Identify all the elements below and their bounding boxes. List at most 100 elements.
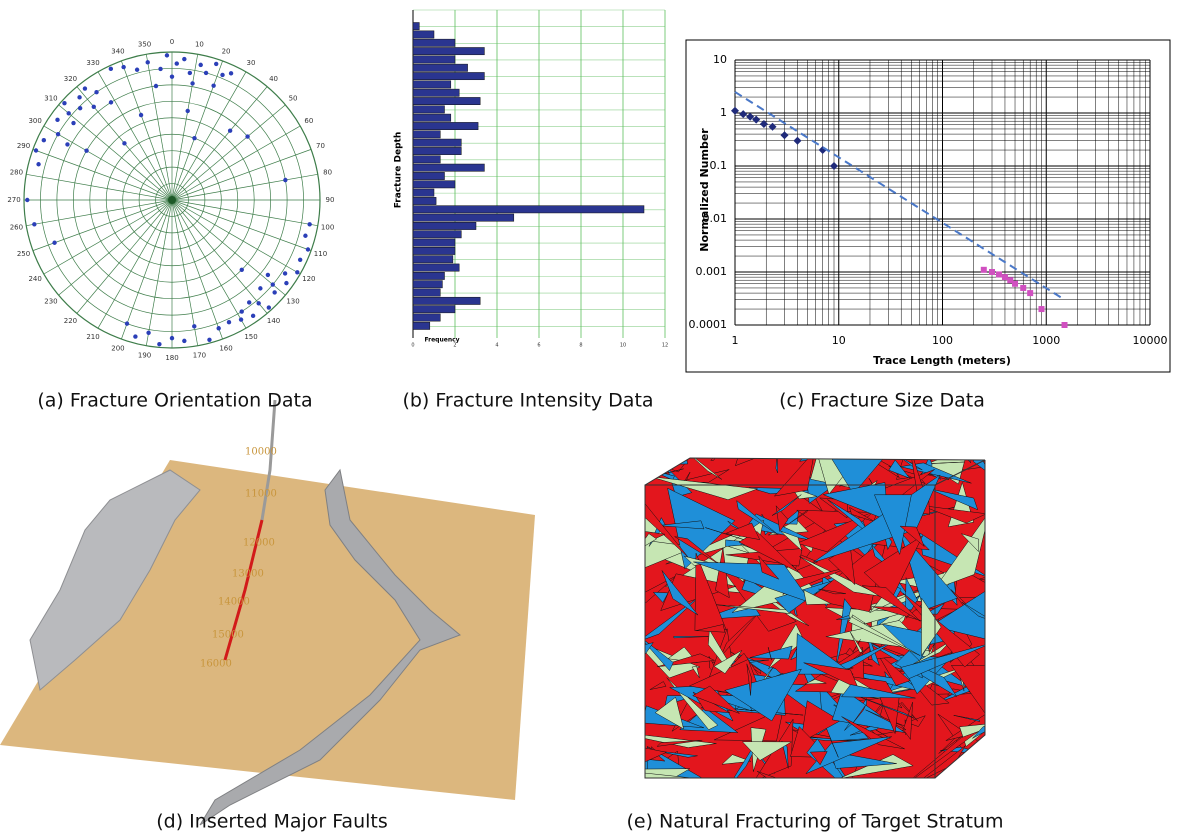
panel-frame: [686, 40, 1170, 372]
pole-point: [199, 63, 203, 67]
bar: [413, 231, 461, 238]
bar: [413, 72, 484, 79]
bar: [413, 314, 440, 321]
pole-point: [170, 74, 174, 78]
pole-point: [182, 339, 186, 343]
fracture: [958, 765, 985, 776]
fracture: [652, 437, 692, 457]
angle-label: 350: [138, 40, 151, 48]
bar: [413, 297, 480, 304]
caption: (b) Fracture Intensity Data: [402, 390, 653, 412]
bar: [413, 64, 468, 71]
bar: [413, 89, 459, 96]
pole-point: [283, 178, 287, 182]
pole-point: [192, 324, 196, 328]
x-tick-label: 10: [620, 343, 626, 349]
fracture: [948, 436, 971, 463]
bar: [413, 272, 445, 279]
point: [830, 162, 838, 170]
bar: [413, 147, 461, 154]
angle-label: 130: [286, 298, 299, 306]
angle-label: 140: [267, 317, 280, 325]
angle-label: 120: [302, 275, 315, 283]
pole-point: [42, 138, 46, 142]
depth-label: 10000: [245, 447, 277, 458]
point: [1062, 322, 1068, 328]
pole-point: [207, 338, 211, 342]
faults-scene: [0, 400, 535, 825]
bar: [413, 139, 461, 146]
angle-label: 50: [289, 94, 298, 102]
angle-label: 0: [170, 38, 174, 46]
x-tick-label: 100: [932, 334, 953, 347]
x-tick-label: 12: [662, 343, 668, 349]
fracture: [644, 444, 674, 465]
bar: [413, 239, 455, 246]
angle-label: 100: [321, 223, 334, 231]
angle-label: 20: [222, 48, 231, 56]
x-tick-label: 0: [411, 343, 414, 349]
bar: [413, 289, 440, 296]
angle-label: 260: [10, 223, 23, 231]
pole-point: [55, 118, 59, 122]
x-tick-label: 6: [537, 343, 540, 349]
angle-label: 220: [64, 317, 77, 325]
point: [996, 271, 1002, 277]
pole-point: [125, 321, 129, 325]
bar: [413, 181, 455, 188]
angle-label: 60: [304, 117, 313, 125]
pole-point: [78, 106, 82, 110]
angle-label: 150: [244, 333, 257, 341]
pole-point: [67, 111, 71, 115]
point: [981, 267, 987, 273]
pole-point: [220, 73, 224, 77]
pole-point: [227, 320, 231, 324]
figure: (a) Fracture Orientation Data (b) Fractu…: [0, 0, 1182, 837]
caption: (e) Natural Fracturing of Target Stratum: [627, 811, 1004, 833]
pole-point: [251, 314, 255, 318]
bar: [413, 47, 484, 54]
x-tick-label: 1000: [1032, 334, 1060, 347]
pole-point: [92, 105, 96, 109]
angle-label: 330: [86, 59, 99, 67]
x-axis-title: Frequency: [424, 337, 459, 344]
angle-label: 80: [323, 169, 332, 177]
angle-label: 160: [219, 344, 232, 352]
pole-point: [77, 95, 81, 99]
y-tick-label: 0.001: [696, 265, 728, 278]
pole-point: [228, 129, 232, 133]
pole-point: [204, 71, 208, 75]
pole-point: [272, 290, 276, 294]
point: [769, 123, 777, 131]
bar: [413, 81, 451, 88]
caption: (a) Fracture Orientation Data: [37, 390, 312, 412]
bar: [413, 189, 434, 196]
pole-point: [157, 342, 161, 346]
bar: [413, 281, 442, 288]
pole-point: [25, 198, 29, 202]
y-tick-label: 0.0001: [689, 318, 728, 331]
pole-point: [109, 67, 113, 71]
angle-label: 70: [316, 142, 325, 150]
pole-point: [211, 83, 215, 87]
point: [739, 110, 747, 118]
bar: [413, 97, 480, 104]
pole-point: [266, 273, 270, 277]
bar: [413, 197, 436, 204]
bar: [413, 156, 440, 163]
x-tick-label: 8: [579, 343, 582, 349]
pole-point: [139, 113, 143, 117]
point: [1020, 285, 1026, 291]
pole-point: [303, 234, 307, 238]
bar: [413, 56, 455, 63]
pole-point: [258, 286, 262, 290]
bar: [413, 322, 430, 329]
bar: [413, 122, 478, 129]
pole-point: [240, 309, 244, 313]
fracture: [801, 779, 827, 789]
angle-label: 10: [195, 40, 204, 48]
pole-point: [190, 81, 194, 85]
pole-point: [32, 222, 36, 226]
point: [731, 107, 739, 115]
bar: [413, 106, 445, 113]
